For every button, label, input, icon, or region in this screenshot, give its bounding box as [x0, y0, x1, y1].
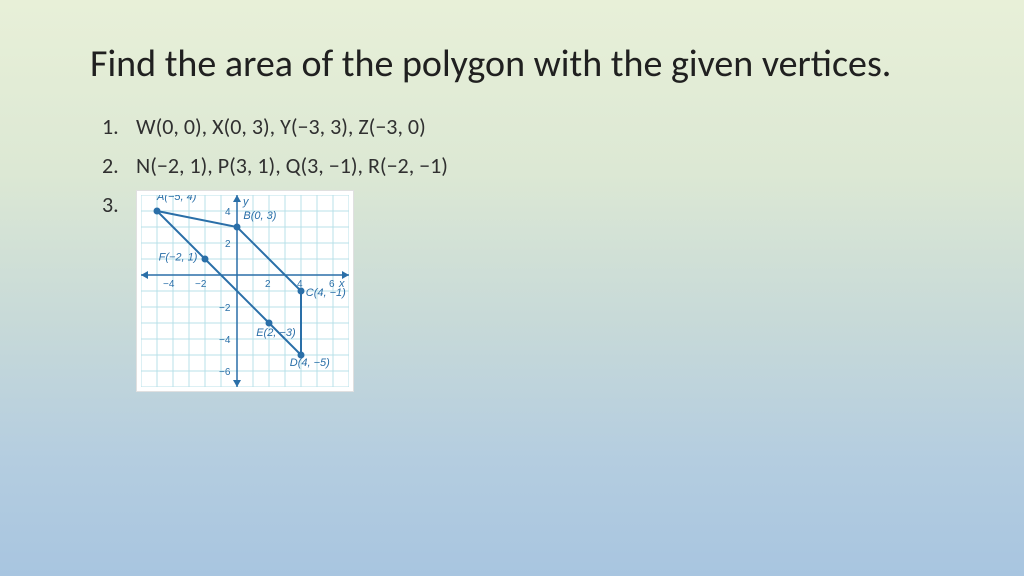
svg-text:2: 2 [265, 279, 271, 290]
list-number: 3. [102, 188, 136, 392]
problem-list: 1. W(0, 0), X(0, 3), Y(−3, 3), Z(−3, 0) … [90, 110, 934, 392]
svg-text:C(4, −1): C(4, −1) [306, 286, 346, 298]
page-title: Find the area of the polygon with the gi… [90, 42, 934, 88]
list-text: N(−2, 1), P(3, 1), Q(3, −1), R(−2, −1) [136, 149, 448, 182]
svg-text:4: 4 [225, 207, 231, 218]
svg-text:E(2, −3): E(2, −3) [256, 326, 296, 338]
svg-text:F(−2, 1): F(−2, 1) [159, 251, 198, 263]
list-number: 2. [102, 149, 136, 182]
svg-text:−4: −4 [219, 335, 231, 346]
graph-container: xy−4−2246−6−4−224A(−5, 4)B(0, 3)C(4, −1)… [136, 190, 354, 392]
list-item: 1. W(0, 0), X(0, 3), Y(−3, 3), Z(−3, 0) [102, 110, 934, 143]
svg-text:2: 2 [225, 239, 231, 250]
svg-text:−6: −6 [219, 367, 231, 378]
svg-text:−2: −2 [195, 279, 207, 290]
svg-text:B(0, 3): B(0, 3) [243, 210, 276, 222]
svg-text:−2: −2 [219, 303, 231, 314]
list-item: 3. xy−4−2246−6−4−224A(−5, 4)B(0, 3)C(4, … [102, 188, 934, 392]
coordinate-graph: xy−4−2246−6−4−224A(−5, 4)B(0, 3)C(4, −1)… [141, 195, 349, 387]
svg-text:D(4, −5): D(4, −5) [290, 357, 330, 369]
list-item: 2. N(−2, 1), P(3, 1), Q(3, −1), R(−2, −1… [102, 149, 934, 182]
list-text: W(0, 0), X(0, 3), Y(−3, 3), Z(−3, 0) [136, 110, 426, 143]
list-number: 1. [102, 110, 136, 143]
svg-text:−4: −4 [163, 279, 175, 290]
svg-text:A(−5, 4): A(−5, 4) [156, 195, 197, 203]
